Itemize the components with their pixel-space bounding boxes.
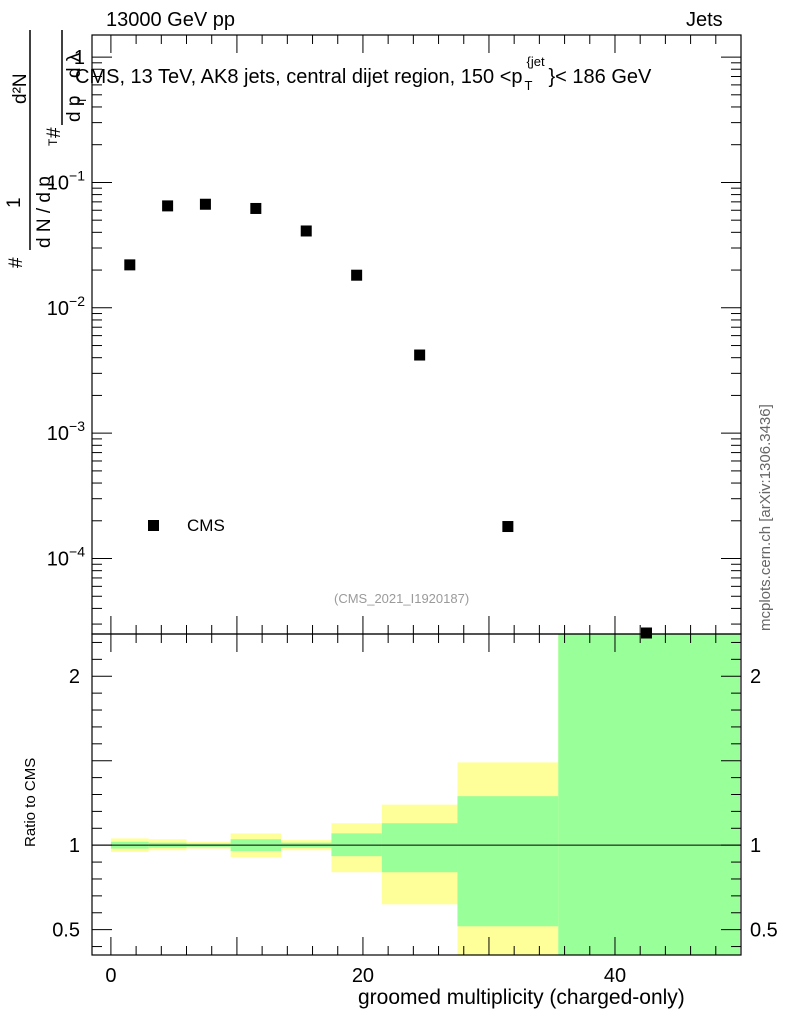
data-point-2 [199,198,211,210]
data-point-6 [414,349,426,361]
y-label-dlambda: d λ [64,52,85,78]
ratio-y-tick-label-left-1: 1 [69,835,80,857]
ratio-y-tick-label-right-1: 1 [750,835,761,857]
data-point-8 [640,627,652,639]
chart-title: CMS, 13 TeV, AK8 jets, central dijet reg… [75,54,652,93]
ratio-y-tick-label-left-2: 2 [69,666,80,688]
x-tick-label-0: 0 [105,965,116,987]
main-y-tick-label-0: 1 [74,47,85,69]
axis-labels: 1 10−1 10−2 10−3 10−4 0 20 40 0.5 0.5 1 1 2 2 [47,47,778,987]
chart-title-main: CMS, 13 TeV, AK8 jets, central dijet reg… [75,66,523,88]
ratio-y-tick-label-right-2: 2 [750,666,761,688]
data-point-5 [351,269,363,281]
ratio-y-tick-label-left-0: 0.5 [52,920,80,942]
y-label-sub-2: T [75,96,89,104]
chart-title-tail: }< 186 GeV [548,66,652,88]
y-label-hash-2: # [44,127,65,138]
ratio-band-stat-7 [457,796,559,927]
main-y-tick-label-4: 10−4 [47,544,85,571]
main-y-tick-label-1: 10−1 [47,167,85,194]
header-left-label: 13000 GeV pp [106,9,235,31]
y-label-frac1-den: d N / d p [34,176,55,248]
header-right-label: Jets [686,9,723,31]
y-label-frac2-num: d²N [10,73,31,104]
y-label-hash-1: # [6,257,27,268]
x-tick-label-2: 40 [604,965,626,987]
y-label-sub-1: T [46,138,60,146]
main-plot-frame [91,34,742,635]
axis-ticks [92,35,742,955]
data-point-0 [124,259,136,271]
data-point-4 [300,225,312,237]
ratio-y-axis-label: Ratio to CMS [22,757,39,847]
y-label-frac2-den: d p [64,96,85,122]
ratio-band-stat-6 [381,823,458,873]
ratio-bands [110,634,740,955]
data-points [124,198,652,639]
main-y-tick-label-3: 10−3 [47,418,85,445]
data-point-1 [162,200,174,212]
legend-label-cms: CMS [187,516,225,535]
main-y-tick-label-2: 10−2 [47,293,85,320]
data-point-7 [502,521,514,533]
y-label-frac1-num: 1 [4,197,25,208]
analysis-id-label: (CMS_2021_I1920187) [334,591,470,606]
ratio-band-stat-8 [558,634,740,955]
ratio-y-tick-label-right-0: 0.5 [750,920,778,942]
data-point-3 [250,202,262,214]
side-credit-label: mcplots.cern.ch [arXiv:1306.3436] [757,404,774,631]
legend-marker-cms [148,520,159,531]
x-tick-label-1: 20 [352,965,374,987]
chart-title-superscript: {jet [526,54,545,69]
x-axis-label: groomed multiplicity (charged-only) [358,986,685,1009]
chart-title-subscript: T [524,78,533,93]
